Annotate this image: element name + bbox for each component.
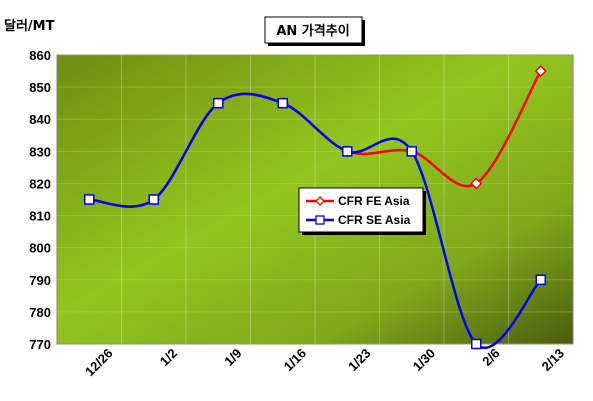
data-point-square bbox=[213, 97, 224, 109]
data-point-diamond bbox=[534, 64, 547, 78]
chart-title-text: AN 가격추이 bbox=[276, 23, 349, 39]
x-tick-label: 1/23 bbox=[345, 346, 374, 375]
data-point-square bbox=[406, 146, 417, 157]
y-tick-label: 850 bbox=[29, 80, 51, 95]
y-tick-label: 780 bbox=[29, 305, 51, 320]
x-tick-label: 1/9 bbox=[221, 346, 244, 369]
x-tick-label: 1/30 bbox=[410, 346, 439, 375]
x-tick-label: 2/6 bbox=[479, 346, 502, 369]
legend-label: CFR FE Asia bbox=[338, 194, 410, 208]
legend-marker-diamond bbox=[315, 196, 325, 206]
data-point-square bbox=[471, 338, 482, 350]
data-point-square bbox=[535, 274, 546, 286]
y-axis-label: 달러/MT bbox=[4, 18, 55, 34]
chart-title: AN 가격추이 bbox=[264, 16, 365, 46]
y-tick-label: 810 bbox=[29, 209, 51, 224]
legend-label: CFR SE Asia bbox=[338, 213, 411, 227]
x-tick-label: 1/16 bbox=[281, 346, 310, 375]
y-axis-ticks: 770 780 790 800 810 820 830 840 850 860 bbox=[29, 48, 51, 352]
x-tick-label: 1/2 bbox=[157, 346, 180, 369]
data-point-diamond bbox=[470, 177, 483, 190]
y-tick-label: 800 bbox=[29, 241, 51, 256]
x-tick-label: 12/26 bbox=[82, 346, 116, 380]
data-point-square bbox=[342, 146, 353, 157]
data-point-square bbox=[277, 97, 288, 109]
data-point-square bbox=[148, 194, 159, 205]
data-point-square bbox=[84, 194, 95, 205]
legend-marker-square bbox=[315, 215, 325, 225]
x-axis-ticks: 12/26 1/2 1/9 1/16 1/23 1/30 2/6 2/13 bbox=[82, 346, 567, 380]
y-tick-label: 830 bbox=[29, 144, 51, 159]
gridlines bbox=[57, 54, 573, 345]
y-tick-label: 840 bbox=[29, 112, 51, 127]
y-tick-label: 820 bbox=[29, 176, 51, 191]
series-group bbox=[83, 64, 547, 350]
y-tick-label: 790 bbox=[29, 273, 51, 288]
y-tick-label: 860 bbox=[29, 48, 51, 63]
legend: CFR FE Asia CFR SE Asia bbox=[298, 187, 426, 235]
x-tick-label: 2/13 bbox=[539, 346, 568, 375]
y-tick-label: 770 bbox=[29, 337, 51, 352]
